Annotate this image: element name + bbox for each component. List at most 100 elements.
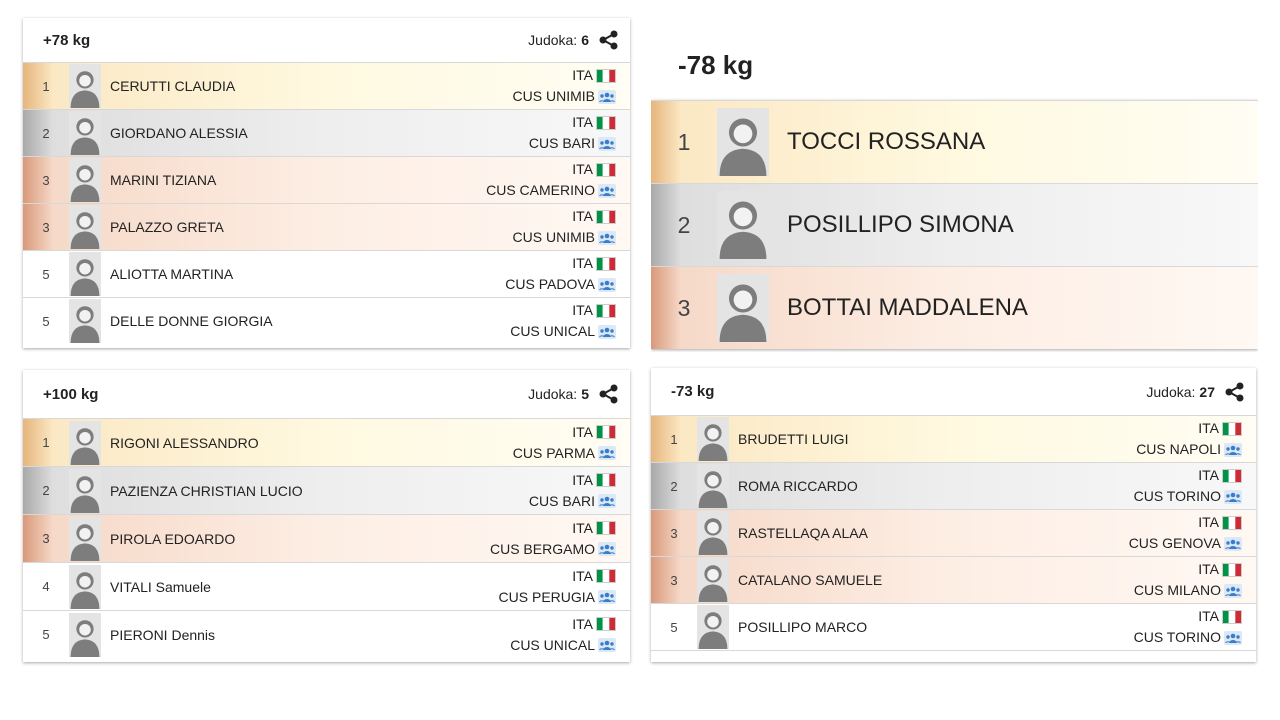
club: CUS GENOVA [1129,533,1242,554]
share-button[interactable] [1225,382,1244,402]
result-row[interactable]: 2 PAZIENZA CHRISTIAN LUCIO ITA CUS BARI [23,466,630,514]
club-icon [598,324,616,339]
athlete-photo [717,108,769,176]
result-row[interactable]: 5 POSILLIPO MARCO ITA CUS TORINO [651,603,1256,650]
country-flag [596,68,616,83]
result-row[interactable]: 5 ALIOTTA MARTINA ITA CUS PADOVA [23,250,630,297]
athlete-affiliation: ITA CUS UNICAL [510,614,630,656]
athlete-name: GIORDANO ALESSIA [110,125,248,141]
result-row[interactable]: 1 TOCCI ROSSANA [651,100,1258,183]
athlete-affiliation: ITA CUS CAMERINO [486,159,630,201]
athlete-name: TOCCI ROSSANA [787,128,986,155]
athlete-affiliation: ITA CUS MILANO [1134,559,1256,601]
athlete-name: POSILLIPO MARCO [738,619,868,635]
country-flag [596,473,616,487]
club-icon [598,136,616,151]
country-flag [596,256,616,271]
rank: 3 [677,294,691,321]
rank: 5 [42,313,50,329]
results-list: 1 CERUTTI CLAUDIA ITA CUS UNIMIB 2 GIORDANO A… [23,62,630,344]
rank: 2 [42,483,50,498]
result-row[interactable]: 2 POSILLIPO SIMONA [651,183,1258,266]
club: CUS TORINO [1134,486,1242,507]
club-name: CUS BERGAMO [489,540,595,557]
country-code: ITA [1198,467,1219,483]
category-title: +100 kg [43,385,99,403]
result-row[interactable]: 5 DELLE DONNE GIORGIA ITA CUS UNICAL [23,297,630,344]
country: ITA [490,518,616,539]
result-row[interactable]: 3 MARINI TIZIANA ITA CUS CAMERINO [23,156,630,203]
country-code: ITA [572,161,593,177]
country-flag [596,115,616,130]
country-code: ITA [572,114,593,130]
rank: 4 [42,579,50,594]
country-code: ITA [1198,514,1219,530]
athlete-affiliation: ITA CUS GENOVA [1129,512,1256,554]
club-name: CUS PERUGIA [498,588,595,605]
category-panel: +100 kg Judoka: 5 1 RIGONI ALESSANDRO ITA CUS … [23,370,630,662]
result-row[interactable]: 3 BOTTAI MADDALENA [651,266,1258,349]
athlete-photo [697,558,729,602]
result-row[interactable]: 1 RIGONI ALESSANDRO ITA CUS PARMA [23,418,630,466]
result-row[interactable]: 1 CERUTTI CLAUDIA ITA CUS UNIMIB [23,62,630,109]
rank: 2 [42,125,50,141]
club-icon [1224,583,1242,598]
result-row[interactable]: 3 PALAZZO GRETA ITA CUS UNIMIB [23,203,630,250]
country-flag [596,617,616,631]
athlete-photo [697,511,729,555]
result-row[interactable]: 3 PIROLA EDOARDO ITA CUS BERGAMO [23,514,630,562]
result-row[interactable]: 3 CATALANO SAMUELE ITA CUS MILANO [651,556,1256,603]
athlete-photo [697,605,729,649]
athlete-affiliation: ITA CUS PARMA [513,422,630,464]
club: CUS PARMA [513,443,616,464]
result-row[interactable]: ITA [651,650,1256,662]
club-icon [598,89,616,104]
result-row[interactable]: 2 ROMA RICCARDO ITA CUS TORINO [651,462,1256,509]
panel-header: +78 kg Judoka: 6 [23,18,630,62]
category-panel: -73 kg Judoka: 27 1 BRUDETTI LUIGI ITA CUS NAP… [651,368,1256,662]
result-row[interactable]: 3 RASTELLAQA ALAA ITA CUS GENOVA [651,509,1256,556]
country: ITA [513,422,616,443]
athlete-photo [69,205,101,249]
country: ITA [486,159,616,180]
results-list: 1 BRUDETTI LUIGI ITA CUS NAPOLI 2 ROMA RICCAR… [651,415,1256,662]
club-name: CUS UNIMIB [512,229,595,245]
athlete-photo [697,464,729,508]
panel-header: +100 kg Judoka: 5 [23,370,630,418]
category-panel: -78 kg 1 TOCCI ROSSANA 2 POSILLIPO SIMONA 3 BO… [651,30,1258,352]
rank: 5 [670,619,678,635]
athlete-affiliation: ITA CUS TORINO [1134,606,1256,648]
result-row[interactable]: 2 GIORDANO ALESSIA ITA CUS BARI [23,109,630,156]
club-name: CUS TORINO [1133,488,1221,504]
country-code: ITA [572,471,593,488]
judoka-number: 6 [581,32,589,48]
country-flag [596,569,616,583]
share-button[interactable] [599,30,618,50]
athlete-name: VITALI Samuele [110,578,211,595]
club-icon [1224,536,1242,551]
results-list: 1 RIGONI ALESSANDRO ITA CUS PARMA 2 PAZIENZA … [23,418,630,658]
club-icon [598,277,616,292]
panel-header: -73 kg Judoka: 27 [651,368,1256,415]
panel-header: -78 kg [651,30,1258,100]
share-button[interactable] [599,384,618,404]
athlete-photo [69,420,101,465]
athlete-photo [69,516,101,561]
rank: 2 [677,211,691,238]
club-name: CUS TORINO [1133,629,1221,645]
rank: 2 [670,478,678,494]
club-name: CUS MILANO [1133,582,1221,598]
country-code: ITA [1198,561,1219,577]
result-row[interactable]: 4 VITALI Samuele ITA CUS PERUGIA [23,562,630,610]
club-name: CUS GENOVA [1128,535,1221,551]
athlete-name: BRUDETTI LUIGI [738,431,849,447]
athlete-name: PAZIENZA CHRISTIAN LUCIO [110,482,303,499]
athlete-photo [717,274,769,342]
country: ITA [529,112,616,133]
result-row[interactable]: 5 PIERONI Dennis ITA CUS UNICAL [23,610,630,658]
athlete-photo [697,417,729,461]
country-flag [1222,515,1242,530]
country-flag [1222,468,1242,483]
result-row[interactable]: 1 BRUDETTI LUIGI ITA CUS NAPOLI [651,415,1256,462]
